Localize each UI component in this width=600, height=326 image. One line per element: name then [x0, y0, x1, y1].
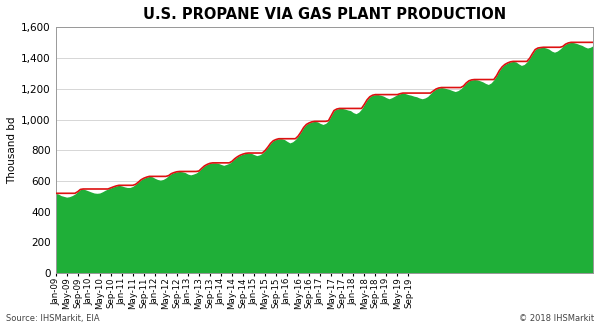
Title: U.S. PROPANE VIA GAS PLANT PRODUCTION: U.S. PROPANE VIA GAS PLANT PRODUCTION [143, 7, 506, 22]
Text: Source: IHSMarkit, EIA: Source: IHSMarkit, EIA [6, 314, 100, 323]
Y-axis label: Thousand bd: Thousand bd [7, 116, 17, 184]
Text: © 2018 IHSMarkit: © 2018 IHSMarkit [519, 314, 594, 323]
